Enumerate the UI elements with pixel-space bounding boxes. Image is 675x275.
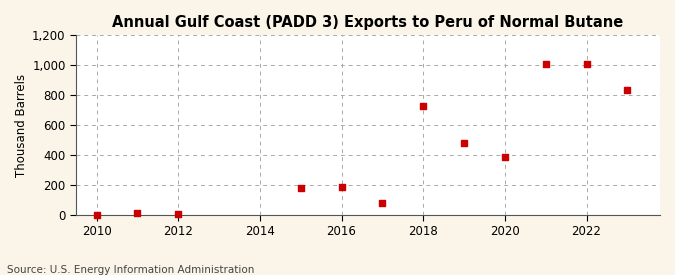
Title: Annual Gulf Coast (PADD 3) Exports to Peru of Normal Butane: Annual Gulf Coast (PADD 3) Exports to Pe… <box>113 15 624 30</box>
Point <box>540 62 551 66</box>
Point <box>500 155 510 159</box>
Point <box>91 212 102 217</box>
Point <box>418 103 429 108</box>
Point <box>173 212 184 216</box>
Text: Source: U.S. Energy Information Administration: Source: U.S. Energy Information Administ… <box>7 265 254 275</box>
Point <box>581 62 592 67</box>
Point <box>622 88 632 92</box>
Point <box>458 141 469 145</box>
Point <box>377 200 387 205</box>
Point <box>336 185 347 189</box>
Point <box>132 211 142 215</box>
Y-axis label: Thousand Barrels: Thousand Barrels <box>15 73 28 177</box>
Point <box>295 186 306 190</box>
